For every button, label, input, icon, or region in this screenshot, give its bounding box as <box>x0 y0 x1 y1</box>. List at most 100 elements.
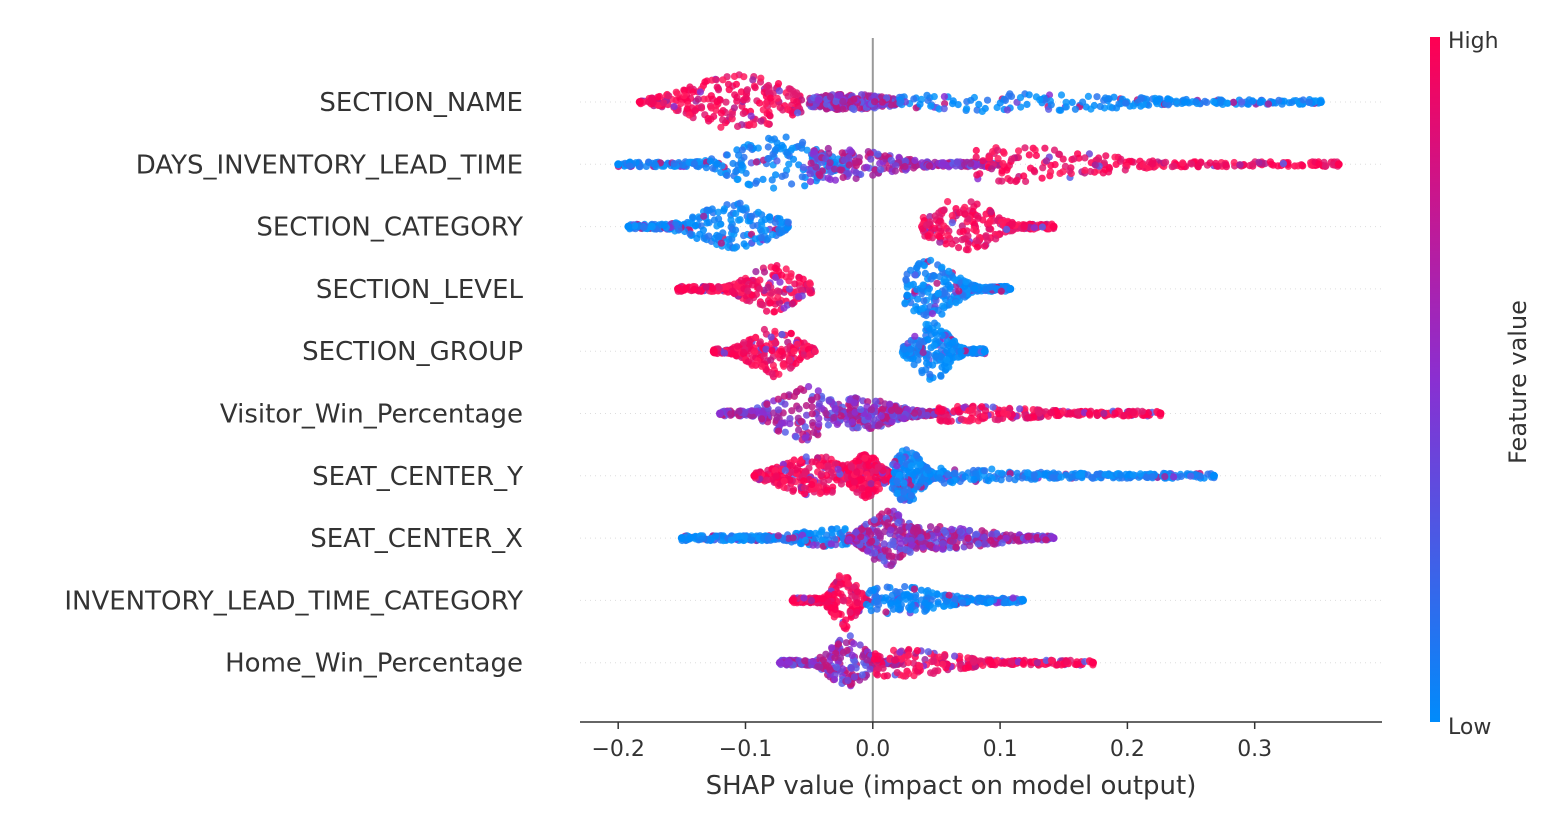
data-point <box>1005 92 1013 100</box>
data-point <box>1086 410 1094 418</box>
data-point <box>786 364 795 372</box>
feature-swarm <box>624 198 1058 254</box>
data-point <box>864 413 872 421</box>
data-point <box>1030 166 1038 175</box>
data-point <box>970 285 979 293</box>
data-point <box>1149 160 1157 168</box>
data-point <box>764 534 772 543</box>
data-point <box>963 105 971 113</box>
data-point <box>913 285 921 293</box>
data-point <box>866 150 874 158</box>
data-point <box>1236 161 1244 169</box>
data-point <box>853 468 861 476</box>
data-point <box>635 98 644 106</box>
data-point <box>758 415 766 423</box>
data-point <box>1022 177 1030 185</box>
data-point <box>763 120 771 128</box>
beeswarm-points <box>614 71 1343 690</box>
data-point <box>944 198 952 206</box>
data-point <box>964 232 972 240</box>
data-point <box>731 244 739 252</box>
data-point <box>1015 147 1023 155</box>
data-point <box>748 212 756 220</box>
data-point <box>1249 97 1257 105</box>
data-point <box>1084 92 1092 100</box>
data-point <box>757 234 766 242</box>
data-point <box>1081 166 1089 174</box>
data-point <box>954 406 962 414</box>
data-point <box>813 393 821 401</box>
data-point <box>720 207 728 215</box>
data-point <box>788 407 796 415</box>
data-point <box>727 216 735 224</box>
data-point <box>955 287 963 295</box>
data-point <box>784 92 792 100</box>
data-point <box>818 470 826 478</box>
data-point <box>788 180 796 188</box>
data-point <box>739 205 747 213</box>
data-point <box>834 465 842 473</box>
data-point <box>822 453 830 461</box>
data-point <box>838 149 846 157</box>
data-point <box>701 78 709 86</box>
data-point <box>732 168 740 176</box>
data-point <box>1066 167 1074 175</box>
data-point <box>1020 172 1028 180</box>
data-point <box>734 122 742 130</box>
data-point <box>1000 409 1008 417</box>
data-point <box>747 112 755 120</box>
data-point <box>1213 162 1221 170</box>
data-point <box>867 406 876 414</box>
data-point <box>767 94 775 102</box>
data-point <box>1042 157 1050 165</box>
data-point <box>874 463 882 471</box>
data-point <box>766 213 774 221</box>
data-point <box>823 486 831 494</box>
data-point <box>740 153 748 161</box>
data-point <box>690 160 699 168</box>
data-point <box>751 84 759 92</box>
data-point <box>751 235 759 243</box>
data-point <box>911 409 919 417</box>
data-point <box>1096 102 1104 111</box>
data-point <box>1305 98 1313 106</box>
data-point <box>1091 161 1099 169</box>
data-point <box>1007 177 1015 185</box>
data-point <box>832 98 840 106</box>
data-point <box>752 268 760 276</box>
data-point <box>626 162 634 170</box>
data-point <box>1038 223 1046 231</box>
data-point <box>685 535 693 543</box>
data-point <box>880 540 888 548</box>
data-point <box>770 308 778 316</box>
data-point <box>894 407 902 415</box>
data-point <box>896 526 904 535</box>
data-point <box>767 356 775 364</box>
data-point <box>1025 91 1033 99</box>
data-point <box>752 158 761 166</box>
data-point <box>740 240 748 248</box>
data-point <box>814 483 823 491</box>
data-point <box>1030 471 1038 479</box>
data-point <box>942 417 950 425</box>
data-point <box>1102 152 1110 160</box>
data-point <box>817 528 826 536</box>
data-point <box>854 424 862 432</box>
data-point <box>696 88 705 96</box>
data-point <box>1162 158 1170 166</box>
data-point <box>768 231 777 239</box>
data-point <box>855 104 864 112</box>
data-point <box>889 541 897 549</box>
data-point <box>683 105 691 113</box>
data-point <box>763 400 771 408</box>
data-point <box>1059 155 1067 163</box>
data-point <box>940 275 949 283</box>
data-point <box>894 489 902 497</box>
data-point <box>923 91 931 99</box>
data-point <box>863 471 871 479</box>
data-point <box>1051 161 1059 169</box>
data-point <box>800 484 809 492</box>
data-point <box>772 171 780 179</box>
data-point <box>845 535 853 544</box>
data-point <box>743 86 752 94</box>
